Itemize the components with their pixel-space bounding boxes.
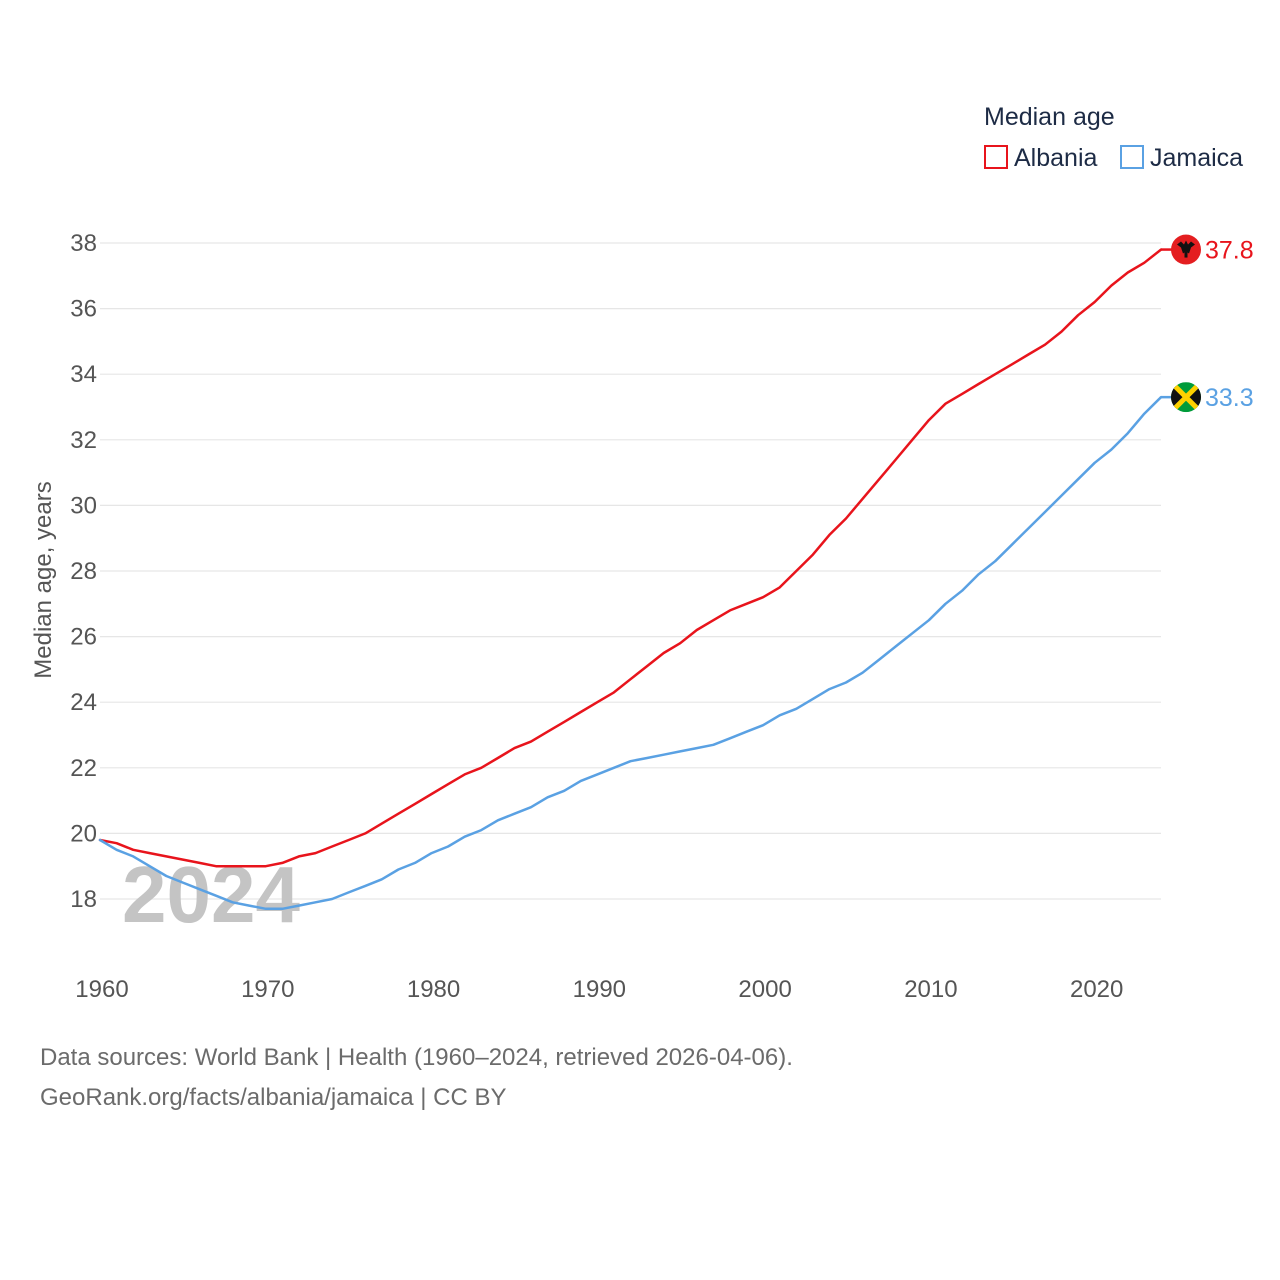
x-tick-label: 1990	[573, 976, 626, 1003]
y-tick-label: 28	[70, 558, 97, 585]
source-url[interactable]: GeoRank.org/facts/albania/jamaica | CC B…	[40, 1084, 507, 1111]
y-tick-label: 30	[70, 492, 97, 519]
x-tick-label: 2010	[904, 976, 957, 1003]
y-tick-label: 34	[70, 361, 97, 388]
x-tick-label: 1980	[407, 976, 460, 1003]
legend: Median age Albania Jamaica	[984, 103, 1243, 172]
end-value-label-jamaica: 33.3	[1205, 384, 1254, 412]
legend-swatch-jamaica[interactable]	[1120, 145, 1144, 169]
y-axis-title: Median age, years	[30, 481, 57, 678]
x-tick-label: 1960	[75, 976, 128, 1003]
y-tick-label: 18	[70, 886, 97, 913]
series-line-albania[interactable]	[98, 248, 1163, 868]
series-end-markers: 37.8 33.3	[1161, 234, 1254, 413]
x-tick-label: 2020	[1070, 976, 1123, 1003]
series-line-jamaica[interactable]	[98, 395, 1163, 911]
y-tick-label: 32	[70, 427, 97, 454]
x-tick-label: 2000	[738, 976, 791, 1003]
end-value-label-albania: 37.8	[1205, 237, 1254, 265]
y-tick-label: 38	[70, 230, 97, 257]
y-tick-label: 22	[70, 755, 97, 782]
y-axis-ticks: 18 20 22 24 26 28 30 32 34 36 38	[70, 230, 97, 913]
legend-swatch-albania[interactable]	[984, 145, 1008, 169]
line-chart: Median age Albania Jamaica Median age, y…	[30, 103, 1254, 1003]
series-lines	[98, 248, 1163, 911]
legend-label-jamaica[interactable]: Jamaica	[1150, 144, 1243, 172]
jamaica-flag-icon	[1171, 382, 1201, 413]
x-tick-label: 1970	[241, 976, 294, 1003]
gridlines	[100, 242, 1161, 900]
albania-flag-icon	[1171, 234, 1201, 265]
y-tick-label: 20	[70, 820, 97, 847]
y-tick-label: 24	[70, 689, 97, 716]
x-axis-ticks: 1960 1970 1980 1990 2000 2010 2020	[75, 976, 1123, 1003]
legend-title: Median age	[984, 103, 1115, 131]
legend-label-albania[interactable]: Albania	[1014, 144, 1097, 172]
y-tick-label: 26	[70, 624, 97, 651]
data-source-note: Data sources: World Bank | Health (1960–…	[40, 1044, 793, 1071]
y-tick-label: 36	[70, 296, 97, 323]
